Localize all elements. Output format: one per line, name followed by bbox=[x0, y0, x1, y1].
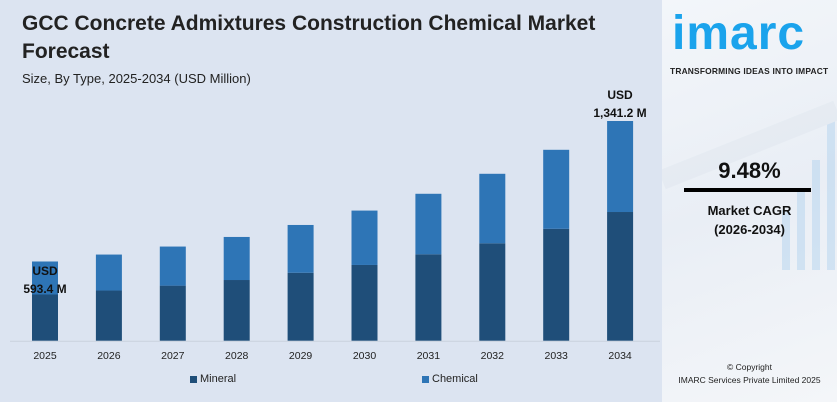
cagr-period: (2026-2034) bbox=[714, 222, 785, 237]
legend-label: Chemical bbox=[432, 373, 478, 385]
chart-subtitle: Size, By Type, 2025-2034 (USD Million) bbox=[22, 71, 251, 86]
x-tick-label: 2032 bbox=[481, 350, 505, 362]
imarc-logo: imarc bbox=[672, 7, 806, 60]
bar-chart: 2025 2026 2027 2028 2029 2030 2031 2032 2033 2034 bbox=[10, 121, 660, 362]
cagr-label: Market CAGR bbox=[707, 203, 792, 218]
bar-chemical-2032 bbox=[479, 173, 506, 244]
bar-chemical-2028 bbox=[223, 236, 250, 281]
legend-item-chemical: Chemical bbox=[422, 373, 478, 385]
legend-item-mineral: Mineral bbox=[190, 373, 236, 385]
x-tick-label: 2028 bbox=[225, 350, 249, 362]
bar-chemical-2025 bbox=[32, 261, 58, 295]
bar-chemical-2034 bbox=[607, 121, 634, 213]
x-tick-label: 2029 bbox=[289, 350, 313, 362]
bar-mineral-2034 bbox=[607, 212, 634, 341]
bar-mineral-2026 bbox=[95, 290, 122, 341]
legend-label: Mineral bbox=[200, 373, 237, 385]
bar-mineral-2028 bbox=[223, 280, 250, 341]
annotation-value: 593.4 M bbox=[23, 282, 67, 296]
legend-swatch-mineral bbox=[190, 375, 197, 383]
bar-chemical-2030 bbox=[351, 210, 378, 265]
tagline: TRANSFORMING IDEAS INTO IMPACT bbox=[670, 66, 829, 76]
annotation-2034: USD 1,341.2 M bbox=[582, 86, 658, 122]
divider bbox=[684, 188, 811, 192]
bar-chemical-2033 bbox=[543, 149, 570, 229]
chart-title: GCC Concrete Admixtures Construction Che… bbox=[22, 12, 596, 63]
annotation-value: 1,341.2 M bbox=[593, 106, 647, 120]
x-tick-label: 2025 bbox=[33, 350, 57, 362]
x-tick-label: 2030 bbox=[353, 350, 377, 362]
annotation-currency: USD bbox=[32, 264, 58, 278]
annotation-2025: USD 593.4 M bbox=[14, 262, 76, 298]
bar-mineral-2031 bbox=[415, 254, 442, 341]
bar-chemical-2029 bbox=[287, 224, 314, 273]
bar-mineral-2027 bbox=[159, 285, 186, 341]
bar-mineral-2032 bbox=[479, 243, 506, 341]
bar-chemical-2031 bbox=[415, 193, 442, 255]
info-panel bbox=[662, 0, 837, 402]
company-name: IMARC Services Private Limited 2025 bbox=[678, 375, 821, 385]
copyright: © Copyright bbox=[726, 362, 772, 372]
x-tick-label: 2026 bbox=[97, 350, 121, 362]
annotation-currency: USD bbox=[607, 88, 633, 102]
bar-chemical-2026 bbox=[95, 254, 122, 291]
bar-mineral-2030 bbox=[351, 264, 378, 341]
bar-chemical-2027 bbox=[159, 246, 186, 286]
cagr-value: 9.48% bbox=[718, 158, 781, 183]
x-tick-label: 2033 bbox=[545, 350, 569, 362]
x-tick-label: 2031 bbox=[417, 350, 441, 362]
bar-mineral-2029 bbox=[287, 272, 314, 341]
background-decoration bbox=[662, 100, 837, 270]
legend-swatch-chemical bbox=[422, 375, 429, 383]
bar-mineral-2025 bbox=[32, 294, 58, 341]
bar-mineral-2033 bbox=[543, 228, 570, 341]
x-tick-label: 2027 bbox=[161, 350, 185, 362]
x-tick-label: 2034 bbox=[608, 350, 632, 362]
